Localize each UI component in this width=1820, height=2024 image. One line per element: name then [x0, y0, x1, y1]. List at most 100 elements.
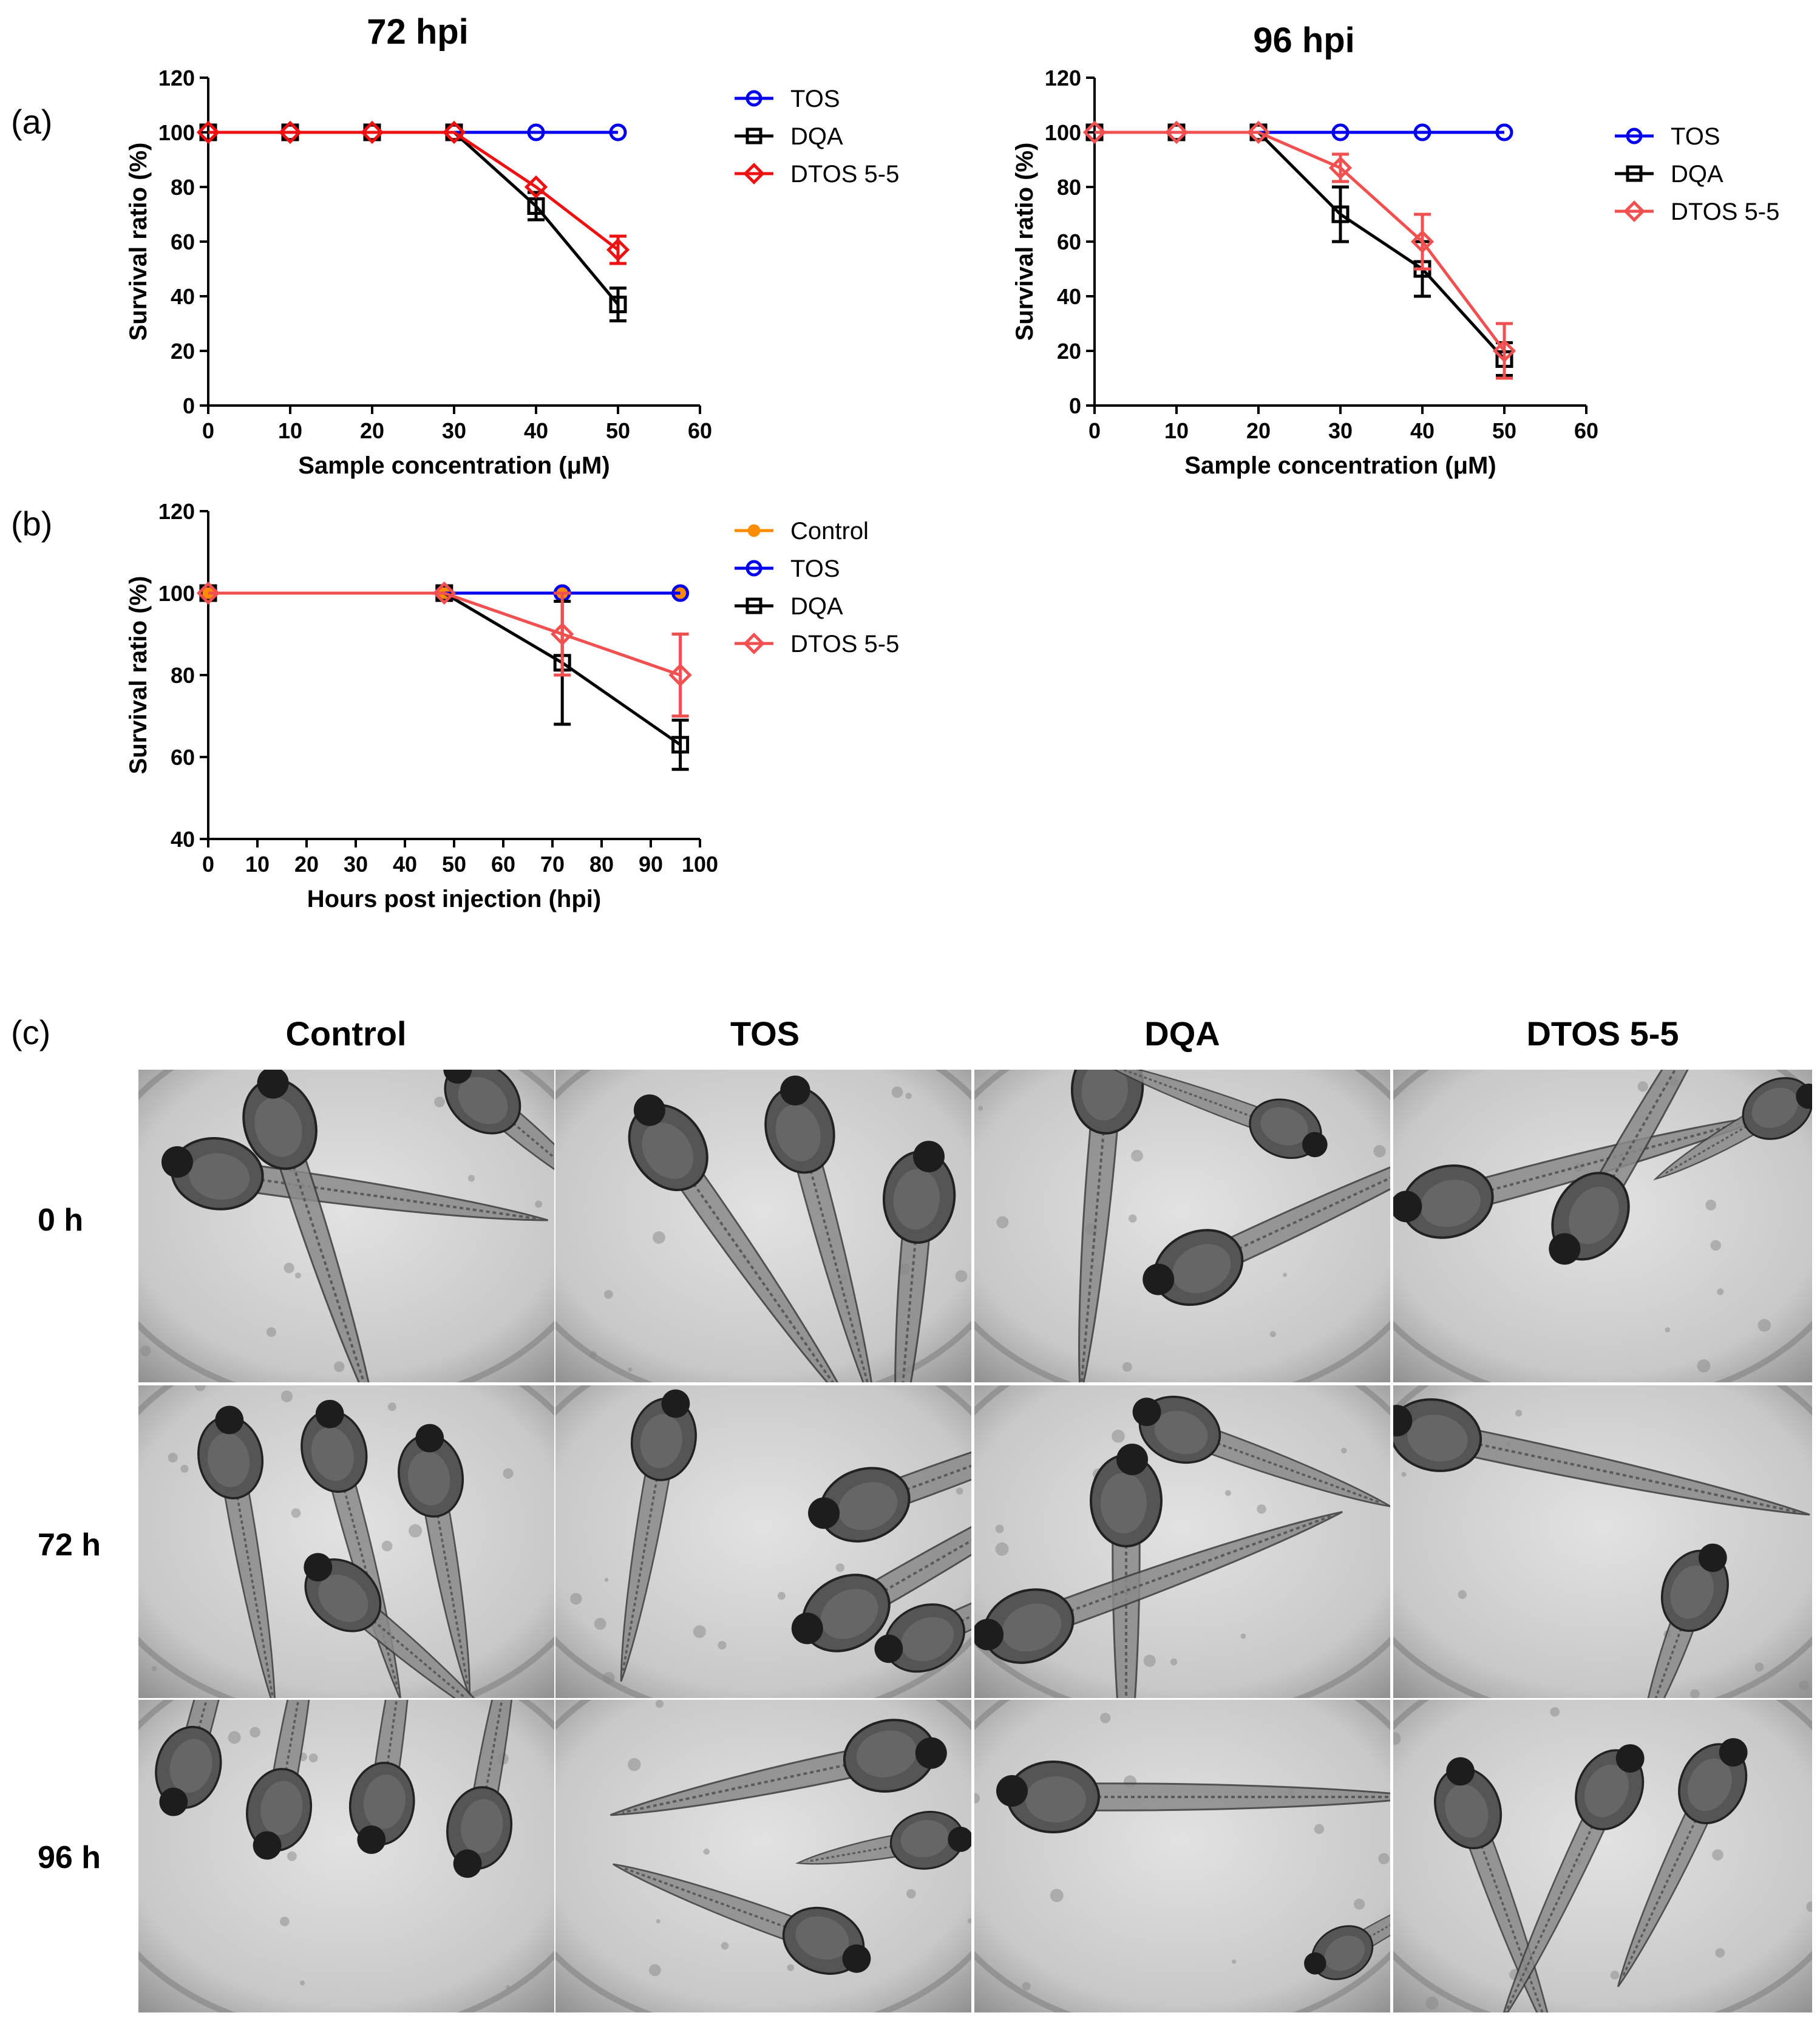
x-tick-label: 20 — [294, 852, 319, 877]
larva-yolk-texture — [1324, 1935, 1365, 1971]
larva-notochord — [623, 1867, 804, 1935]
larva-tail — [1461, 1818, 1557, 2012]
larva-shape — [791, 1457, 971, 1652]
larva-tail — [346, 1595, 499, 1698]
larva-notochord — [622, 1461, 661, 1671]
larva-eye — [948, 1827, 971, 1852]
legend-label: TOS — [1671, 123, 1720, 150]
debris — [974, 1793, 980, 1804]
data-point — [1246, 120, 1271, 144]
debris — [594, 1617, 606, 1630]
larva-shape — [882, 1141, 956, 1382]
panel-label-b: (b) — [11, 504, 53, 543]
photo-dqa-72h — [974, 1385, 1390, 1698]
x-axis-label: Hours post injection (hpi) — [307, 886, 601, 912]
larva-yolk-texture — [838, 1482, 898, 1530]
larva-shape — [348, 1700, 415, 1854]
larva-notochord — [1601, 1070, 1740, 1196]
x-tick-label: 80 — [589, 852, 614, 877]
data-point — [609, 296, 627, 313]
photo-dqa-96h — [974, 1700, 1390, 2012]
debris — [1401, 1472, 1407, 1477]
larva-notochord — [433, 1497, 469, 1686]
y-tick-label: 20 — [1057, 339, 1081, 364]
larva-eye — [357, 1825, 386, 1854]
larva-eye — [915, 1737, 947, 1769]
larva-eye — [257, 1070, 289, 1099]
y-tick-label: 0 — [1069, 393, 1081, 418]
debris — [1131, 1150, 1143, 1162]
larva-shape — [446, 1700, 520, 1878]
larva-shape — [1132, 1396, 1390, 1507]
larva-eye — [1549, 1233, 1581, 1265]
larva-yolk-texture — [795, 1916, 849, 1960]
data-point — [1331, 123, 1350, 141]
debris — [387, 1402, 396, 1411]
col-header-control: Control — [285, 1014, 407, 1053]
larva-tail — [1190, 1422, 1390, 1507]
debris — [703, 1848, 710, 1855]
debris — [1393, 1732, 1401, 1745]
larva-notochord — [359, 1608, 491, 1698]
series-dqa — [199, 584, 690, 771]
larva-eye — [415, 1424, 444, 1453]
data-point — [668, 663, 692, 687]
legend-marker — [745, 90, 762, 107]
larva-eye — [1393, 1405, 1413, 1437]
larva-eye — [842, 1944, 871, 1973]
panel-label-a: (a) — [11, 103, 53, 141]
larva-eye — [1698, 1543, 1727, 1572]
y-tick-label: 100 — [158, 120, 195, 145]
larva-tail — [620, 1452, 674, 1682]
larva-eye — [874, 1634, 903, 1663]
photo-svg — [138, 1070, 554, 1382]
debris — [604, 1578, 609, 1582]
debris — [1373, 1145, 1386, 1158]
larva-yolk-texture — [1172, 1244, 1231, 1294]
larva-yolk-texture — [1154, 1411, 1208, 1455]
larva-tail — [1586, 1070, 1747, 1209]
larva-notochord — [286, 1146, 373, 1382]
larva-notochord — [1504, 1809, 1601, 2012]
row-label-72h: 72 h — [38, 1527, 101, 1563]
y-tick-label: 120 — [158, 66, 195, 90]
data-point — [1082, 120, 1107, 144]
debris — [1705, 1200, 1717, 1211]
larva-notochord — [384, 1700, 413, 1782]
larva-shape — [242, 1070, 377, 1382]
larva-notochord — [1459, 1439, 1798, 1513]
larva-tail — [790, 1142, 877, 1382]
photo-control-72h — [138, 1385, 554, 1698]
data-point — [1495, 123, 1513, 141]
photo-svg — [974, 1070, 1390, 1382]
larva-eye — [161, 1146, 193, 1178]
debris — [1050, 1889, 1064, 1903]
larva-yolk-texture — [856, 1730, 917, 1778]
series-line — [1095, 131, 1506, 361]
larva-eye — [304, 1553, 333, 1581]
larva-notochord — [681, 1166, 847, 1382]
photo-svg — [1393, 1700, 1812, 2012]
larva-notochord — [482, 1700, 518, 1807]
larva-notochord — [233, 1479, 274, 1698]
larva-shape — [443, 1070, 554, 1201]
debris — [655, 1700, 664, 1708]
larva-shape — [155, 1700, 248, 1816]
debris — [835, 1563, 844, 1572]
larva-yolk-texture — [1407, 1414, 1468, 1462]
larva-yolk-texture — [260, 1781, 303, 1835]
larva-eye — [1304, 1952, 1326, 1975]
larva-eye — [1393, 1190, 1422, 1223]
larva-notochord — [192, 1700, 245, 1747]
larva-notochord — [1051, 1515, 1332, 1619]
larva-yolk-texture — [461, 1799, 503, 1853]
debris — [535, 1200, 543, 1208]
larva-notochord — [804, 1152, 874, 1382]
larva-eye — [1719, 1738, 1748, 1767]
larva-notochord — [1080, 1112, 1107, 1382]
debris — [1224, 1490, 1231, 1496]
larva-yolk-texture — [169, 1739, 212, 1793]
data-point — [442, 120, 466, 144]
x-tick-label: 50 — [606, 418, 630, 443]
